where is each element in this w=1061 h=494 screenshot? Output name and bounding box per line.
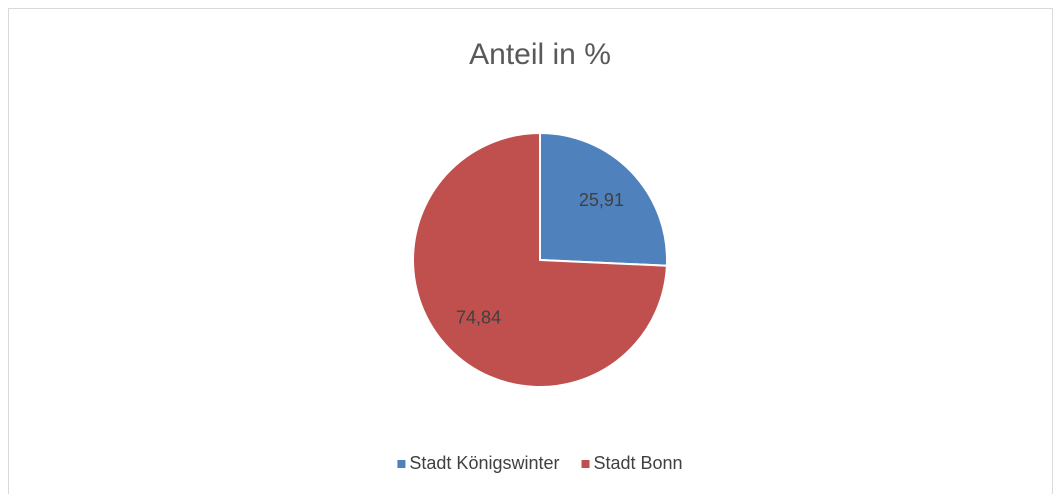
chart-title: Anteil in %: [469, 38, 611, 71]
legend-label: Stadt Bonn: [594, 453, 683, 473]
data-label: 25,91: [579, 190, 624, 210]
legend-label: Stadt Königswinter: [409, 453, 559, 473]
pie-slice: [539, 131, 668, 267]
pie-slice: [412, 131, 668, 388]
data-label: 74,84: [456, 307, 501, 327]
legend-swatch: [581, 460, 590, 468]
legend-swatch: [397, 460, 406, 468]
